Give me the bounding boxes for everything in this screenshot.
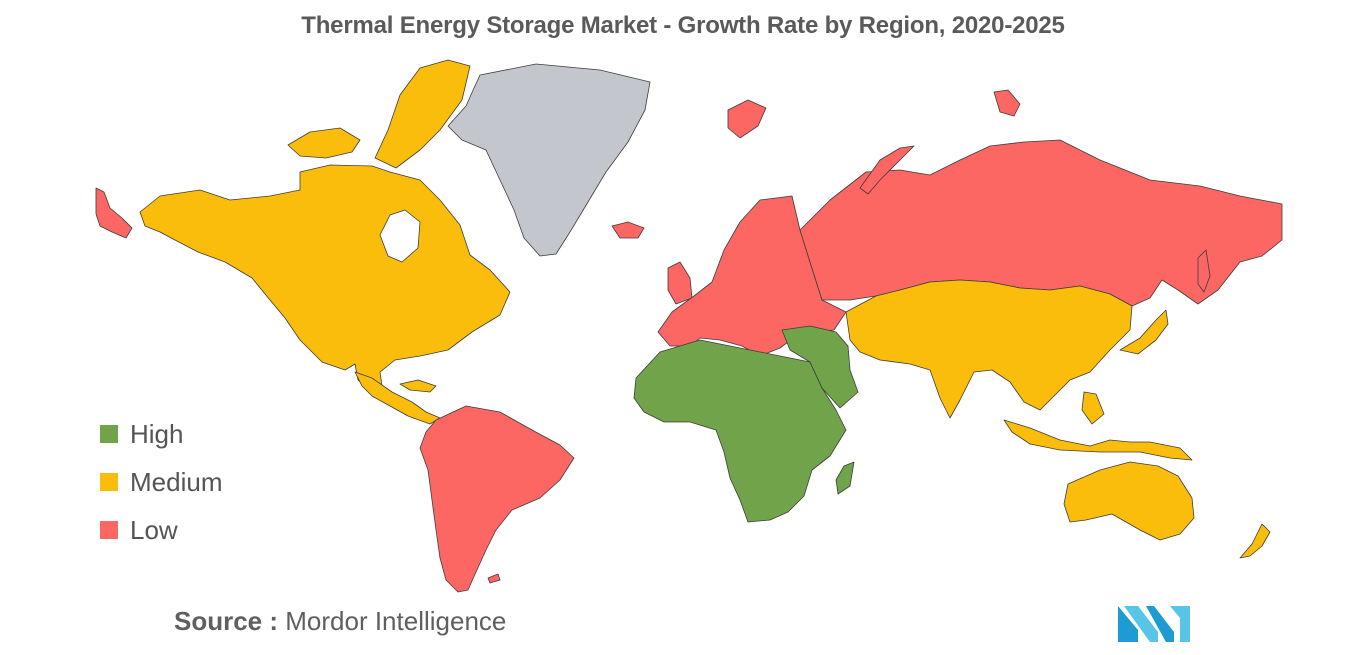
region-central-america xyxy=(354,371,441,425)
region-north-america xyxy=(139,164,511,393)
region-new-zealand xyxy=(1239,523,1271,559)
region-hudson-bay xyxy=(379,209,421,263)
region-baffin-island xyxy=(374,59,471,169)
region-asia xyxy=(845,279,1133,419)
source-credit: Source : Mordor Intelligence xyxy=(174,606,506,637)
region-russia xyxy=(799,139,1283,307)
region-caribbean xyxy=(399,379,437,393)
mordor-intelligence-logo xyxy=(1118,606,1190,642)
region-japan xyxy=(1119,309,1169,355)
legend-swatch xyxy=(100,521,118,539)
region-canada-islands xyxy=(287,127,361,159)
region-indonesia xyxy=(1003,419,1193,461)
region-greenland xyxy=(447,63,651,257)
legend-item-low: Low xyxy=(100,506,222,554)
region-svalbard xyxy=(727,99,767,139)
region-russia-north-island xyxy=(993,89,1021,117)
map-legend: High Medium Low xyxy=(100,410,222,554)
legend-swatch xyxy=(100,425,118,443)
region-middle-east xyxy=(781,325,859,409)
source-text: Mordor Intelligence xyxy=(278,606,507,636)
legend-label: Medium xyxy=(130,466,223,497)
region-madagascar xyxy=(835,461,855,495)
region-novaya-zemlya xyxy=(859,145,915,195)
region-iceland xyxy=(611,221,645,239)
legend-label: High xyxy=(130,418,184,449)
region-philippines xyxy=(1081,391,1105,425)
region-uk xyxy=(667,261,693,305)
region-south-america xyxy=(419,405,575,593)
legend-item-high: High xyxy=(100,410,222,458)
source-prefix: Source : xyxy=(174,606,279,636)
region-sakhalin xyxy=(1197,249,1211,293)
region-australia xyxy=(1063,461,1195,541)
legend-label: Low xyxy=(130,514,178,545)
region-falklands xyxy=(487,573,501,584)
legend-swatch xyxy=(100,473,118,491)
region-alaska-west xyxy=(95,187,133,239)
map-title: Thermal Energy Storage Market - Growth R… xyxy=(301,12,1065,39)
legend-item-medium: Medium xyxy=(100,458,222,506)
region-africa xyxy=(633,339,847,523)
